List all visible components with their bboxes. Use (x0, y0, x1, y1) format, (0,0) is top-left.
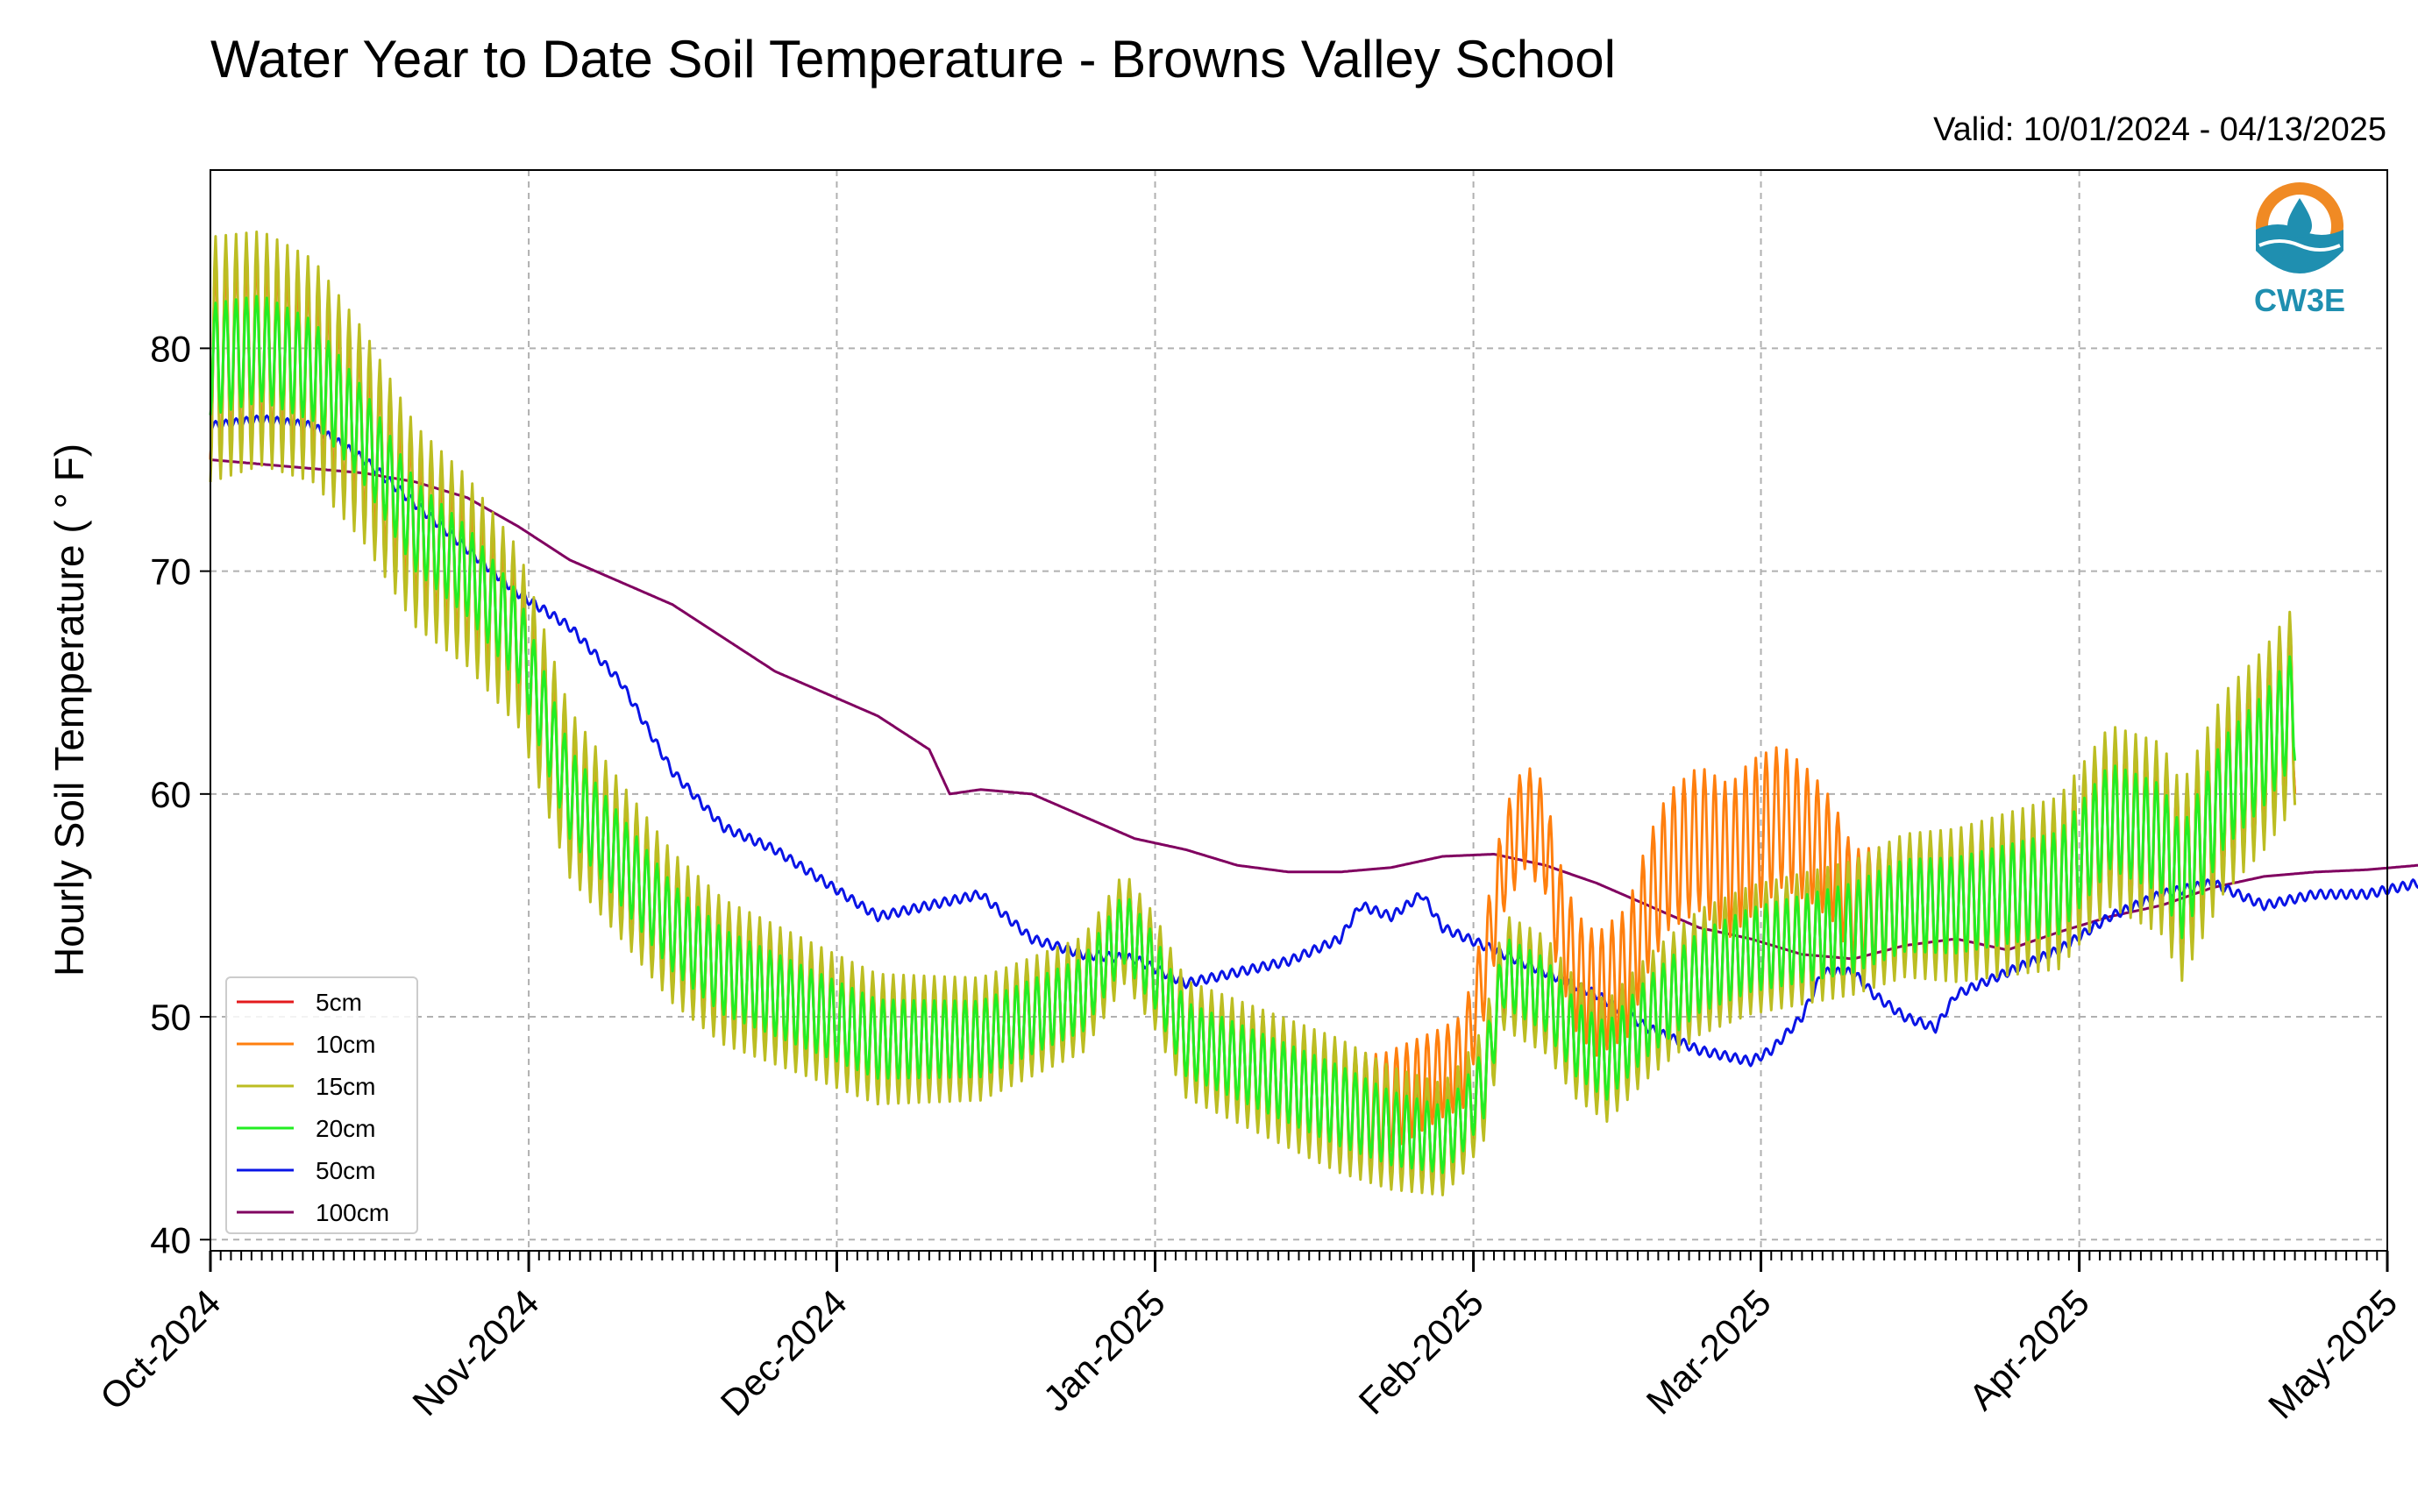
x-tick-label: Mar-2025 (1639, 1281, 1779, 1422)
x-tick-label: May-2025 (2260, 1281, 2405, 1426)
logo-text: CW3E (2254, 282, 2345, 318)
y-tick-label: 60 (150, 774, 191, 815)
series-line-20cm (209, 295, 2297, 1175)
legend-label-100cm: 100cm (316, 1199, 389, 1226)
y-axis-label: Hourly Soil Temperature ( ° F) (46, 444, 92, 976)
cw3e-logo: CW3E (2254, 182, 2345, 318)
y-tick-label: 50 (150, 997, 191, 1038)
legend-label-10cm: 10cm (316, 1031, 375, 1058)
x-tick-label: Dec-2024 (713, 1281, 855, 1423)
chart-subtitle: Valid: 10/01/2024 - 04/13/2025 (1933, 111, 2386, 148)
x-tick-label: Jan-2025 (1035, 1281, 1173, 1419)
x-tick-label: Oct-2024 (92, 1281, 228, 1417)
y-tick-label: 70 (150, 551, 191, 593)
legend-label-15cm: 15cm (316, 1073, 375, 1100)
x-tick-label: Feb-2025 (1351, 1281, 1491, 1422)
chart-title: Water Year to Date Soil Temperature - Br… (210, 30, 1616, 89)
series-lines (209, 231, 2418, 1196)
logo-wave-line (2258, 239, 2341, 252)
series-line-15cm (209, 231, 2297, 1196)
legend-label-5cm: 5cm (316, 989, 362, 1016)
water-drop-icon (2287, 198, 2312, 238)
x-tick-label: Nov-2024 (404, 1281, 546, 1423)
x-tick-label: Apr-2025 (1961, 1281, 2097, 1417)
legend-label-20cm: 20cm (316, 1115, 375, 1142)
legend-label-50cm: 50cm (316, 1157, 375, 1184)
series-line-5cm (209, 252, 2297, 1186)
series-line-10cm (209, 252, 2297, 1163)
y-tick-label: 40 (150, 1219, 191, 1260)
series-line-100cm (210, 458, 2418, 961)
logo-wave-band (2256, 224, 2343, 273)
legend: 5cm 10cm 15cm 20cm 50cm 100cm (225, 976, 418, 1234)
y-tick-label: 80 (150, 328, 191, 369)
